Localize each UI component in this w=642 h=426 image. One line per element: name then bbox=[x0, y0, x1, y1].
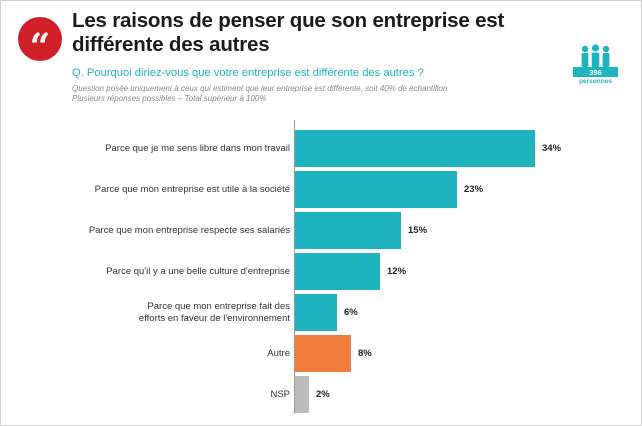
category-label: Parce que mon entreprise est utile à la … bbox=[94, 183, 290, 195]
value-label: 15% bbox=[408, 224, 428, 236]
bar bbox=[295, 171, 457, 208]
category-label: Parce que je me sens libre dans mon trav… bbox=[105, 142, 290, 154]
note-line-2: Plusieurs réponses possibles – Total sup… bbox=[72, 94, 267, 103]
people-icon bbox=[573, 43, 618, 83]
quote-icon: “ bbox=[18, 17, 62, 68]
bar bbox=[295, 130, 535, 167]
value-label: 8% bbox=[358, 347, 372, 359]
sample-count: 396 bbox=[589, 68, 602, 77]
y-axis-line bbox=[294, 120, 295, 414]
value-label: 2% bbox=[316, 388, 330, 400]
bar bbox=[295, 212, 401, 249]
bar bbox=[295, 376, 309, 413]
note-text: Question posée uniquement à ceux qui est… bbox=[72, 84, 447, 104]
sample-label: personnes bbox=[579, 78, 612, 85]
category-label: NSP bbox=[270, 388, 290, 400]
page-title: Les raisons de penser que son entreprise… bbox=[72, 9, 505, 56]
note-line-1: Question posée uniquement à ceux qui est… bbox=[72, 84, 448, 93]
value-label: 6% bbox=[344, 306, 358, 318]
bar bbox=[295, 253, 380, 290]
category-label: Parce que mon entreprise respecte ses sa… bbox=[88, 224, 290, 236]
category-label: Autre bbox=[267, 347, 290, 359]
value-label: 34% bbox=[542, 142, 562, 154]
value-label: 23% bbox=[464, 183, 484, 195]
bar bbox=[295, 294, 337, 331]
bar bbox=[295, 335, 351, 372]
question-text: Q. Pourquoi diriez-vous que votre entrep… bbox=[72, 67, 424, 79]
category-label: Parce que mon entreprise fait des effort… bbox=[138, 300, 290, 324]
value-label: 12% bbox=[387, 265, 407, 277]
category-label: Parce qu'il y a une belle culture d'entr… bbox=[106, 265, 290, 277]
